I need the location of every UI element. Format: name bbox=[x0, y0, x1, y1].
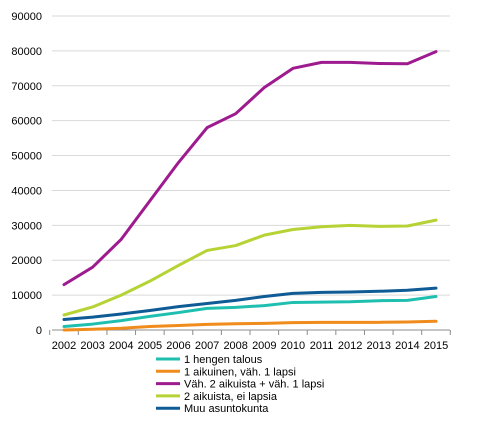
legend-label: 1 hengen talous bbox=[184, 354, 263, 366]
x-tick-label: 2015 bbox=[424, 340, 448, 352]
x-tick-label: 2013 bbox=[367, 340, 391, 352]
y-tick-label: 50000 bbox=[11, 151, 42, 163]
y-tick-label: 10000 bbox=[11, 290, 42, 302]
gridlines bbox=[52, 16, 450, 295]
series-line-3 bbox=[64, 52, 436, 285]
x-tick-label: 2010 bbox=[281, 340, 305, 352]
y-tick-label: 80000 bbox=[11, 46, 42, 58]
y-tick-label: 20000 bbox=[11, 255, 42, 267]
legend-label: 1 aikuinen, väh. 1 lapsi bbox=[184, 366, 296, 378]
legend-label: Muu asuntokunta bbox=[184, 403, 269, 415]
x-tick-label: 2014 bbox=[395, 340, 419, 352]
x-tick-label: 2002 bbox=[52, 340, 76, 352]
x-tick-label: 2004 bbox=[109, 340, 133, 352]
series-line-5 bbox=[64, 288, 436, 319]
x-tick-label: 2008 bbox=[223, 340, 247, 352]
y-tick-label: 60000 bbox=[11, 116, 42, 128]
y-tick-label: 70000 bbox=[11, 81, 42, 93]
y-tick-label: 40000 bbox=[11, 185, 42, 197]
y-tick-label: 0 bbox=[36, 325, 42, 337]
x-tick-label: 2012 bbox=[338, 340, 362, 352]
legend-label: Väh. 2 aikuista + väh. 1 lapsi bbox=[184, 379, 324, 391]
series-line-2 bbox=[64, 321, 436, 330]
x-tick-label: 2003 bbox=[80, 340, 104, 352]
x-tick-label: 2009 bbox=[252, 340, 276, 352]
y-tick-label: 30000 bbox=[11, 220, 42, 232]
legend-label: 2 aikuista, ei lapsia bbox=[184, 391, 278, 403]
x-tick-label: 2007 bbox=[195, 340, 219, 352]
x-tick-label: 2005 bbox=[138, 340, 162, 352]
x-tick-label: 2011 bbox=[310, 340, 334, 352]
x-tick-label: 2006 bbox=[166, 340, 190, 352]
y-tick-label: 90000 bbox=[11, 11, 42, 23]
